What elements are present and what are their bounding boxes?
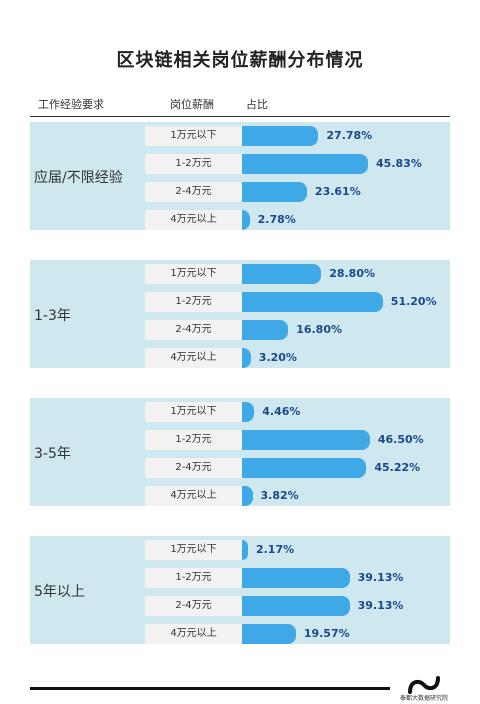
salary-range-label: 1-2万元 [145,430,242,450]
ratio-value-label: 39.13% [357,571,404,584]
salary-range-label: 1万元以下 [145,264,242,284]
ratio-value-label: 23.61% [314,185,361,198]
header-rule [30,116,450,117]
experience-group: 5年以上 1万元以下 2.17% 1-2万元 39.13% 2-4万元 39.13% 4万元以… [30,536,450,644]
experience-group: 应届/不限经验 1万元以下 27.78% 1-2万元 45.83% 2-4万元 23.61%… [30,122,450,230]
salary-range-label: 4万元以上 [145,486,242,506]
salary-range-label: 1-2万元 [145,154,242,174]
ratio-bar [242,568,350,588]
salary-range-label: 2-4万元 [145,182,242,202]
ratio-value-label: 4.46% [262,405,301,418]
salary-range-label: 4万元以上 [145,624,242,644]
salary-range-label: 1万元以下 [145,540,242,560]
ratio-bar [242,402,255,422]
experience-label: 3-5年 [34,446,71,462]
experience-label: 应届/不限经验 [34,170,123,186]
ratio-bar [242,624,296,644]
ratio-value-label: 51.20% [390,295,437,308]
experience-label: 5年以上 [34,584,85,600]
ratio-bar [242,320,289,340]
ratio-value-label: 28.80% [329,267,376,280]
chart-title: 区块链相关岗位薪酬分布情况 [116,50,364,71]
ratio-bar [242,182,307,202]
ratio-value-label: 19.57% [303,627,350,640]
ratio-value-label: 45.83% [376,157,422,170]
ratio-bar [242,458,367,478]
ratio-bar [242,348,251,368]
ratio-bar [242,596,350,616]
salary-range-label: 1万元以下 [145,126,242,146]
ratio-value-label: 39.13% [357,599,404,612]
ratio-bar [242,486,253,506]
ratio-column-header: 占比 [246,98,268,111]
ratio-bar [242,210,250,230]
ratio-bar [242,540,248,560]
institute-logo-icon [408,676,440,694]
experience-label: 1-3年 [34,308,71,324]
ratio-value-label: 3.20% [258,351,297,364]
ratio-value-label: 2.17% [255,543,295,556]
ratio-value-label: 2.78% [257,213,296,226]
salary-range-label: 1万元以下 [145,402,242,422]
ratio-value-label: 27.78% [326,129,373,142]
experience-column-header: 工作经验要求 [38,98,104,111]
institute-logo-text: 泰都大数据研究院 [400,695,449,702]
ratio-bar [242,264,322,284]
salary-range-label: 2-4万元 [145,596,242,616]
ratio-bar [242,430,370,450]
salary-range-label: 2-4万元 [145,320,242,340]
salary-range-label: 1-2万元 [145,292,242,312]
ratio-bar [242,126,319,146]
salary-range-label: 2-4万元 [145,458,242,478]
experience-group: 3-5年 1万元以下 4.46% 1-2万元 46.50% 2-4万元 45.22% 4万元以… [30,398,450,506]
ratio-value-label: 45.22% [374,461,421,474]
salary-range-label: 1-2万元 [145,568,242,588]
ratio-bar [242,154,369,174]
ratio-value-label: 46.50% [377,433,424,446]
ratio-value-label: 16.80% [296,323,343,336]
salary-column-header: 岗位薪酬 [170,98,214,111]
experience-group: 1-3年 1万元以下 28.80% 1-2万元 51.20% 2-4万元 16.80% 4万元… [30,260,450,368]
ratio-bar [242,292,383,312]
salary-range-label: 4万元以上 [145,210,242,230]
salary-range-label: 4万元以上 [145,348,242,368]
ratio-value-label: 3.82% [260,489,299,502]
footer-line [30,687,390,690]
